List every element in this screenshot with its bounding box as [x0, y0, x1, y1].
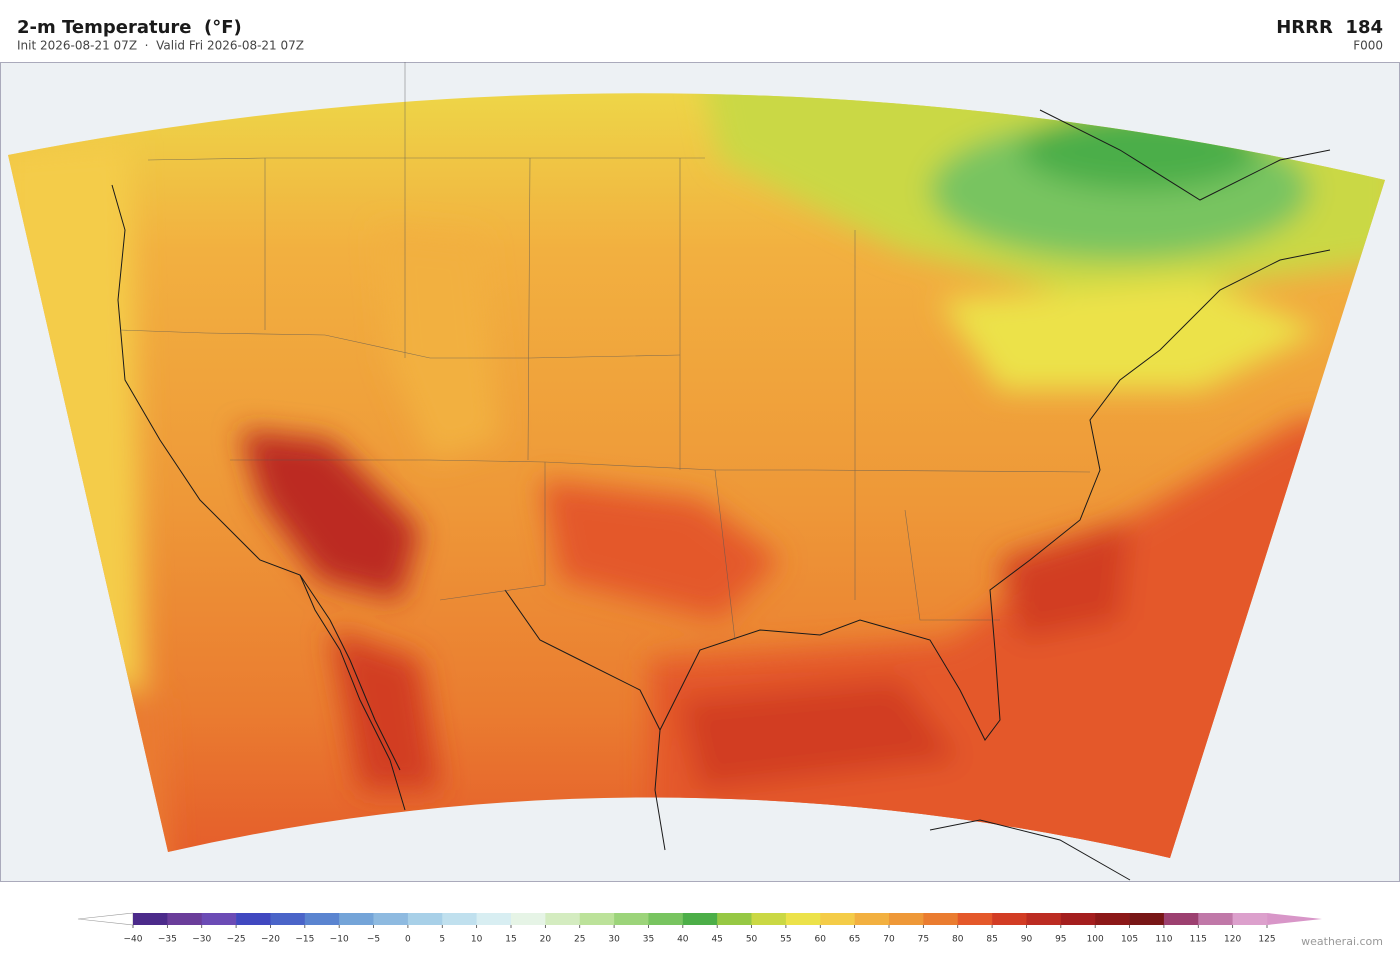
colorbar-bin [648, 913, 684, 925]
colorbar-bin [270, 913, 306, 925]
colorbar-tick-label: 125 [1258, 935, 1275, 945]
colorbar-bin [304, 913, 340, 925]
forecast-hour: F000 [1353, 39, 1383, 53]
colorbar-bin [957, 913, 993, 925]
colorbar-tick-label: −30 [192, 935, 211, 945]
colorbar-bin [442, 913, 477, 925]
colorbar-tick-label: 105 [1121, 935, 1138, 945]
colorbar-tick-label: 75 [918, 935, 929, 945]
colorbar-tick-label: −15 [295, 935, 314, 945]
colorbar-tick-label: −5 [367, 935, 380, 945]
colorbar-bin [717, 913, 752, 925]
colorbar-tick-label: 110 [1155, 935, 1172, 945]
colorbar-bin [682, 913, 718, 925]
colorbar-tick-label: 80 [952, 935, 964, 945]
colorbar-bin [407, 913, 443, 925]
colorbar-bin [1060, 913, 1096, 925]
colorbar-tick-label: 60 [815, 935, 827, 945]
colorbar-tick-label: 20 [540, 935, 552, 945]
colorbar-tick-label: −20 [261, 935, 280, 945]
map-title: 2-m Temperature (°F) [17, 17, 242, 38]
colorbar-tick-label: 115 [1190, 935, 1207, 945]
colorbar-bin [1129, 913, 1165, 925]
colorbar-tick-label: 100 [1087, 935, 1104, 945]
colorbar-tick-label: 50 [746, 935, 758, 945]
colorbar-tick-label: 25 [574, 935, 585, 945]
temperature-field [8, 93, 1385, 858]
colorbar-tick-label: 120 [1224, 935, 1241, 945]
colorbar-tick-label: 5 [439, 935, 445, 945]
colorbar-tick-label: −10 [330, 935, 349, 945]
colorbar-bin [511, 913, 546, 925]
colorbar-bin [889, 913, 924, 925]
colorbar-bin [476, 913, 512, 925]
colorbar-bin [1198, 913, 1233, 925]
colorbar-bin [133, 913, 168, 925]
colorbar-tick-label: −35 [158, 935, 177, 945]
map-subtitle: Init 2026-08-21 07Z · Valid Fri 2026-08-… [17, 39, 304, 53]
colorbar-tick-label: 70 [883, 935, 895, 945]
colorbar-bin [236, 913, 271, 925]
colorbar-under [77, 912, 134, 926]
colorbar-bin [785, 913, 821, 925]
colorbar-bin [854, 913, 890, 925]
colorbar-bin [923, 913, 959, 925]
colorbar-bin [820, 913, 855, 925]
state-borders [119, 62, 1091, 641]
model-label: HRRR 184 [1276, 17, 1383, 38]
colorbar-tick-label: 15 [505, 935, 516, 945]
colorbar-bin [751, 913, 787, 925]
colorbar-bin [579, 913, 615, 925]
colorbar-tick-label: 90 [1021, 935, 1033, 945]
colorbar-bin [992, 913, 1027, 925]
coastlines [111, 109, 1331, 881]
colorbar-bin [373, 913, 409, 925]
colorbar-bin [1095, 913, 1130, 925]
colorbar-tick-label: 95 [1055, 935, 1066, 945]
colorbar-tick-label: 35 [643, 935, 654, 945]
colorbar-tick-label: −40 [124, 935, 143, 945]
colorbar-bin [1232, 913, 1268, 925]
colorbar-over [1267, 913, 1322, 925]
colorbar-tick-label: 0 [405, 935, 411, 945]
colorbar-tick-label: 85 [986, 935, 997, 945]
colorbar-tick-label: 30 [608, 935, 620, 945]
colorbar-bin [339, 913, 374, 925]
colorbar-tick-label: 55 [780, 935, 791, 945]
colorbar-bin [1026, 913, 1062, 925]
colorbar-bin [167, 913, 203, 925]
colorbar-tick-label: 40 [677, 935, 689, 945]
colorbar-bin [1163, 913, 1199, 925]
colorbar: −40 −35 −30 −25 −20 −15 −10 −5 0 5 10 15 20 25 30 35 40 4… [77, 912, 1322, 945]
colorbar-tick-label: 65 [849, 935, 860, 945]
watermark: weatherai.com [1301, 935, 1383, 948]
colorbar-tick-label: 45 [711, 935, 722, 945]
colorbar-tick-label: −25 [227, 935, 246, 945]
colorbar-bin [201, 913, 237, 925]
colorbar-bin [614, 913, 649, 925]
colorbar-bin [545, 913, 581, 925]
colorbar-tick-label: 10 [471, 935, 483, 945]
